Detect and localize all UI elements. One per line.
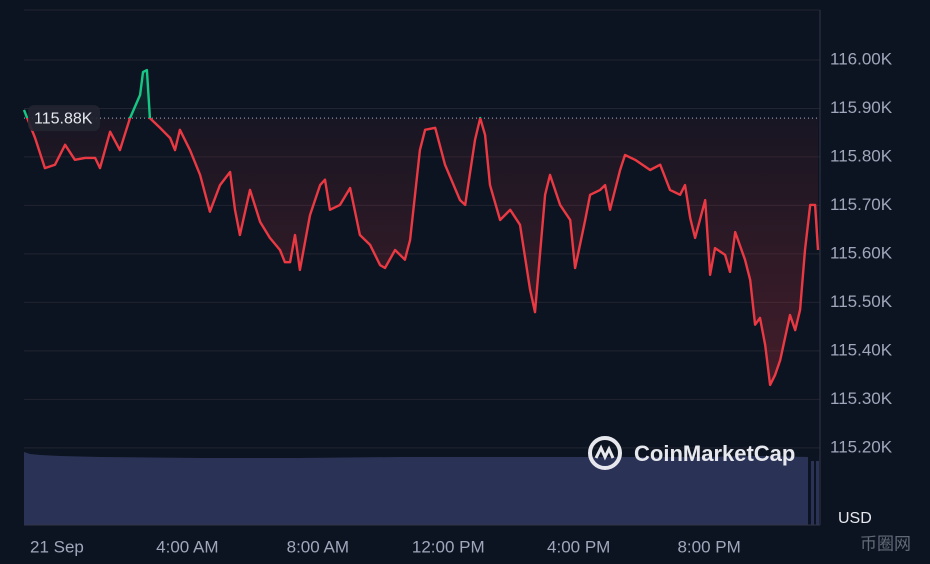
source-watermark: 币圈网 <box>860 534 911 553</box>
y-tick-label: 115.60K <box>830 243 893 262</box>
y-tick-label: 115.90K <box>830 98 893 117</box>
y-unit: USD <box>838 510 872 527</box>
reference-label: 115.88K <box>34 110 93 127</box>
x-tick-label: 8:00 AM <box>287 537 349 556</box>
y-tick-label: 115.50K <box>830 292 893 311</box>
y-tick-label: 115.80K <box>830 146 893 165</box>
watermark: CoinMarketCap <box>588 436 795 470</box>
y-tick-label: 115.40K <box>830 340 893 359</box>
volume-area <box>811 461 814 525</box>
price-line <box>22 68 820 387</box>
volume-area <box>24 452 808 525</box>
y-tick-label: 116.00K <box>830 49 893 68</box>
x-tick-label: 12:00 PM <box>412 537 485 556</box>
watermark-text: CoinMarketCap <box>634 441 795 466</box>
x-tick-label: 4:00 PM <box>547 537 610 556</box>
x-tick-label: 8:00 PM <box>677 537 740 556</box>
watermark-logo <box>588 436 622 470</box>
y-tick-label: 115.70K <box>830 195 893 214</box>
reference-label-box <box>28 105 100 132</box>
volume-area <box>816 461 819 525</box>
x-tick-label: 21 Sep <box>30 537 84 556</box>
y-tick-label: 115.20K <box>830 437 893 456</box>
price-area <box>24 70 818 385</box>
watermark-logo <box>594 444 615 461</box>
y-tick-label: 115.30K <box>830 389 893 408</box>
x-tick-label: 4:00 AM <box>156 537 218 556</box>
